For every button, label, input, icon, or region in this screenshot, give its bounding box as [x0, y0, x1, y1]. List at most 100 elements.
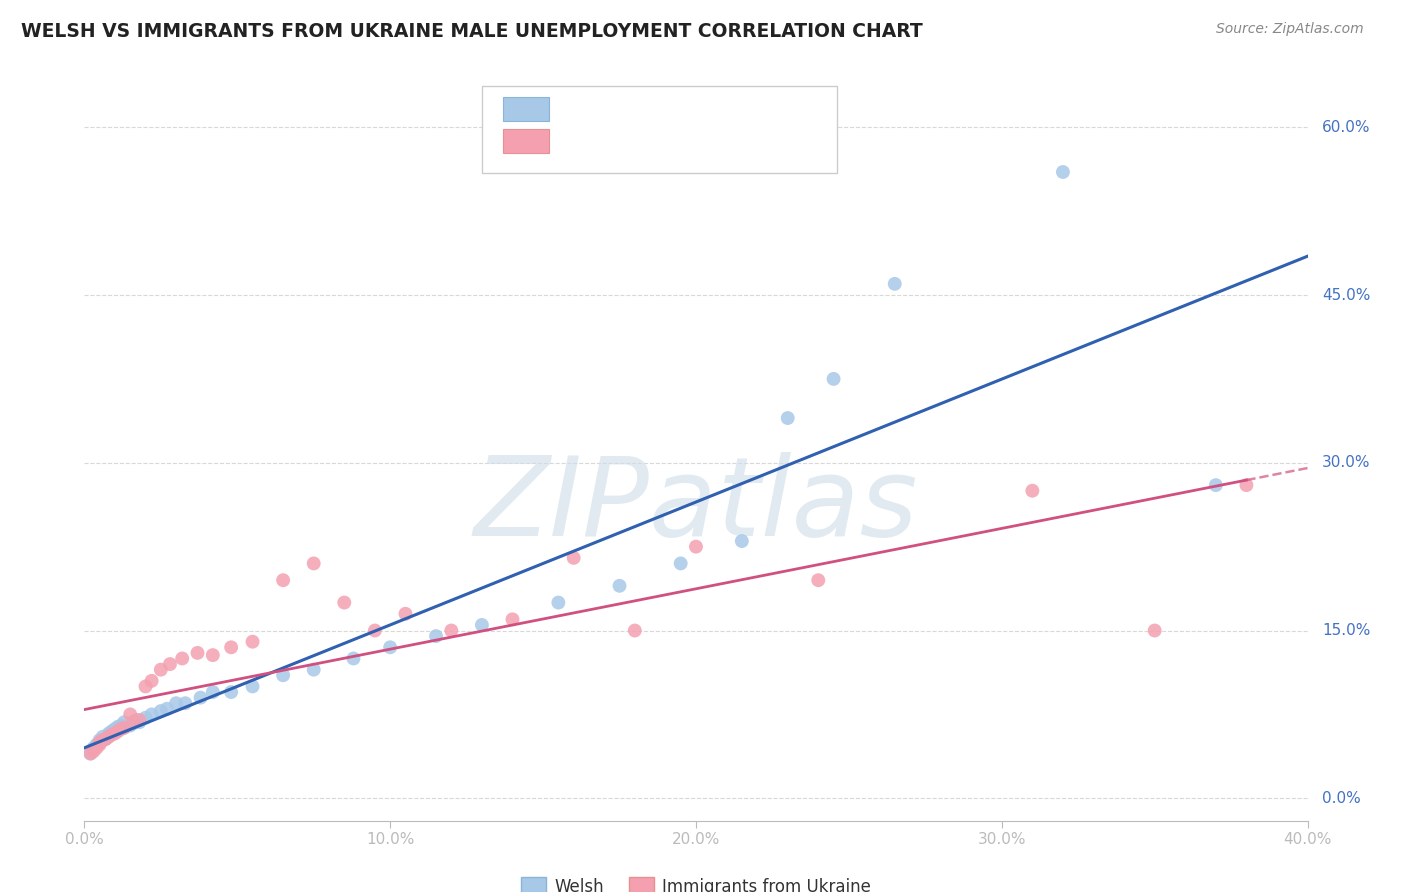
Point: [122, 716, 145, 731]
Point: [94, 731, 117, 746]
Point: [440, 624, 463, 638]
Point: [110, 722, 132, 736]
Point: [156, 702, 179, 716]
Point: [89, 733, 111, 747]
Point: [86, 741, 108, 756]
Point: [669, 557, 692, 571]
Point: [128, 715, 150, 730]
Point: [547, 596, 569, 610]
Point: [471, 618, 494, 632]
Point: [271, 573, 294, 587]
Point: [502, 612, 524, 626]
Point: [135, 680, 157, 694]
Point: [104, 724, 127, 739]
Point: [89, 738, 111, 752]
Legend: Welsh, Immigrants from Ukraine: Welsh, Immigrants from Ukraine: [515, 871, 877, 892]
Point: [107, 724, 129, 739]
Point: [128, 713, 150, 727]
Text: 15.0%: 15.0%: [1322, 623, 1371, 638]
Point: [91, 733, 114, 747]
Point: [91, 730, 114, 744]
Point: [1052, 165, 1074, 179]
Point: [125, 713, 148, 727]
Text: R = 0.476: R = 0.476: [564, 132, 647, 150]
Point: [562, 550, 585, 565]
Point: [83, 741, 105, 756]
Point: [174, 696, 197, 710]
Point: [333, 596, 356, 610]
Point: [97, 726, 120, 740]
Point: [302, 557, 325, 571]
Point: [112, 715, 135, 730]
Point: [302, 663, 325, 677]
Point: [149, 663, 172, 677]
Point: [883, 277, 905, 291]
Point: [122, 715, 145, 730]
Point: [823, 372, 845, 386]
Point: [79, 747, 101, 761]
Point: [101, 727, 124, 741]
Text: R = 0.622: R = 0.622: [564, 100, 647, 118]
FancyBboxPatch shape: [482, 87, 837, 172]
Point: [83, 744, 105, 758]
Point: [624, 624, 647, 638]
FancyBboxPatch shape: [503, 97, 550, 120]
Point: [1236, 478, 1258, 492]
Point: [1205, 478, 1227, 492]
Text: 60.0%: 60.0%: [1322, 120, 1371, 135]
Point: [104, 722, 127, 736]
Point: [186, 646, 208, 660]
Text: WELSH VS IMMIGRANTS FROM UKRAINE MALE UNEMPLOYMENT CORRELATION CHART: WELSH VS IMMIGRANTS FROM UKRAINE MALE UN…: [21, 22, 922, 41]
Point: [159, 657, 181, 671]
Point: [190, 690, 212, 705]
Point: [89, 735, 111, 749]
Point: [364, 624, 387, 638]
Point: [201, 685, 224, 699]
Point: [807, 573, 830, 587]
FancyBboxPatch shape: [503, 129, 550, 153]
Point: [1021, 483, 1043, 498]
Point: [342, 651, 364, 665]
Text: N = 45: N = 45: [690, 100, 748, 118]
Point: [242, 680, 264, 694]
Point: [201, 648, 224, 662]
Point: [110, 718, 132, 732]
Point: [86, 738, 108, 752]
Point: [104, 726, 127, 740]
Point: [1143, 624, 1166, 638]
Point: [394, 607, 416, 621]
Point: [94, 731, 117, 746]
Point: [219, 685, 242, 699]
Point: [101, 724, 124, 739]
Point: [165, 696, 187, 710]
Point: [120, 718, 142, 732]
Point: [149, 704, 172, 718]
Point: [97, 729, 120, 743]
Text: 0.0%: 0.0%: [1322, 791, 1361, 805]
Point: [107, 720, 129, 734]
Point: [609, 579, 631, 593]
Text: 30.0%: 30.0%: [1322, 455, 1371, 470]
Text: 45.0%: 45.0%: [1322, 287, 1371, 302]
Point: [141, 673, 163, 688]
Point: [141, 707, 163, 722]
Point: [120, 707, 142, 722]
Point: [112, 721, 135, 735]
Point: [731, 534, 754, 549]
Text: Source: ZipAtlas.com: Source: ZipAtlas.com: [1216, 22, 1364, 37]
Point: [79, 747, 101, 761]
Point: [135, 711, 157, 725]
Text: ZIPatlas: ZIPatlas: [474, 452, 918, 559]
Point: [380, 640, 402, 655]
Point: [776, 411, 799, 425]
Point: [242, 634, 264, 648]
Text: N = 39: N = 39: [690, 132, 748, 150]
Point: [112, 721, 135, 735]
Point: [685, 540, 707, 554]
Point: [172, 651, 194, 665]
Point: [425, 629, 447, 643]
Point: [219, 640, 242, 655]
Point: [89, 735, 111, 749]
Point: [97, 730, 120, 744]
Point: [271, 668, 294, 682]
